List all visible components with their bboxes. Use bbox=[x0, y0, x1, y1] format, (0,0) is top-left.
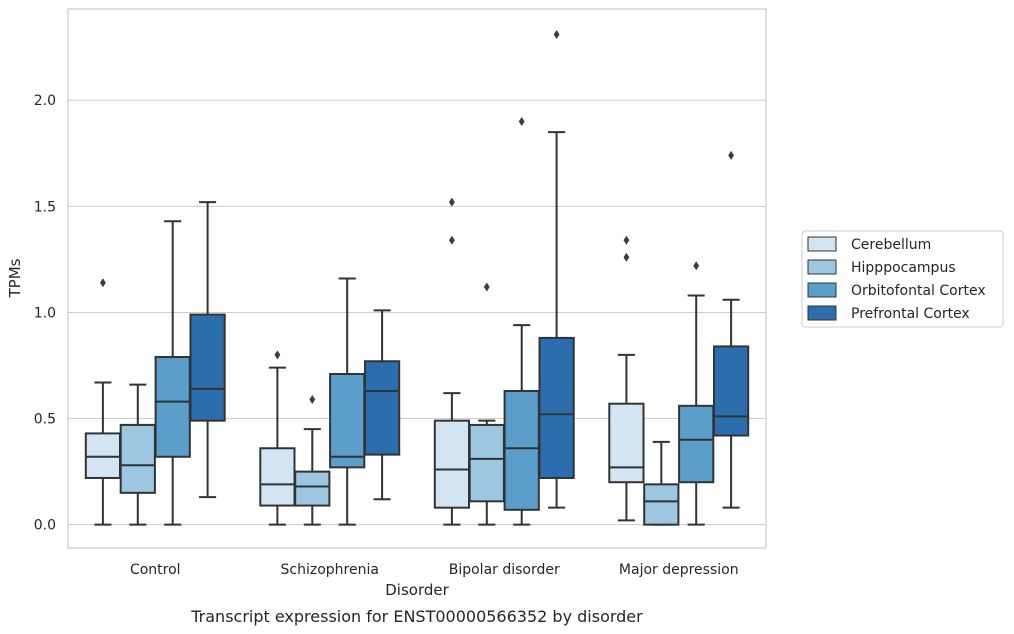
x-tick-label: Schizophrenia bbox=[281, 562, 379, 578]
box-iqr bbox=[503, 389, 540, 511]
x-tick-label: Major depression bbox=[619, 562, 739, 578]
outlier-point bbox=[99, 278, 106, 288]
box-hipppocampus-major-depression bbox=[643, 440, 680, 526]
box-groups bbox=[84, 29, 750, 526]
box-orbitofontal-cortex-bipolar-disorder bbox=[503, 116, 540, 526]
box-iqr bbox=[84, 432, 122, 479]
box-orbitofontal-cortex-schizophrenia bbox=[329, 277, 366, 526]
box-orbitofontal-cortex-major-depression bbox=[678, 261, 715, 526]
outlier-point bbox=[623, 252, 630, 262]
legend-swatch bbox=[807, 259, 837, 275]
box-iqr bbox=[433, 419, 471, 509]
box-cerebellum-bipolar-disorder bbox=[433, 197, 471, 526]
box-iqr bbox=[678, 404, 715, 484]
y-tick-labels: 0.0 0.5 1.0 1.5 2.0 bbox=[34, 93, 56, 533]
box-orbitofontal-cortex-control bbox=[154, 220, 191, 526]
outlier-point bbox=[553, 29, 560, 39]
legend-entry: Hipppocampus bbox=[851, 260, 956, 276]
box-iqr bbox=[468, 423, 505, 503]
box-cerebellum-schizophrenia bbox=[259, 350, 296, 526]
x-tick-labels: Control Schizophrenia Bipolar disorder Majo… bbox=[130, 562, 739, 578]
box-hipppocampus-bipolar-disorder bbox=[468, 282, 505, 526]
plot-frame bbox=[67, 8, 767, 549]
legend: Cerebellum Hipppocampus Orbitofontal Corte… bbox=[801, 230, 1004, 328]
box-cerebellum-control bbox=[84, 278, 122, 526]
legend-entry: Prefrontal Cortex bbox=[851, 306, 970, 322]
box-iqr bbox=[643, 483, 680, 526]
box-prefrontal-cortex-control bbox=[189, 201, 226, 499]
box-iqr bbox=[294, 470, 331, 507]
outlier-point bbox=[518, 116, 525, 126]
outlier-point bbox=[728, 150, 735, 160]
outlier-point bbox=[309, 394, 316, 404]
x-tick-label: Control bbox=[130, 562, 181, 578]
outlier-point bbox=[448, 235, 455, 245]
legend-swatch bbox=[807, 305, 837, 321]
box-hipppocampus-control bbox=[119, 383, 156, 526]
outlier-point bbox=[448, 197, 455, 207]
box-iqr bbox=[608, 402, 645, 484]
chart-caption: Transcript expression for ENST0000056635… bbox=[190, 607, 643, 626]
box-prefrontal-cortex-schizophrenia bbox=[363, 309, 401, 501]
legend-swatch bbox=[807, 282, 837, 298]
x-axis-label: Disorder bbox=[385, 581, 449, 599]
legend-swatch bbox=[807, 236, 837, 252]
box-hipppocampus-schizophrenia bbox=[294, 394, 331, 526]
box-cerebellum-major-depression bbox=[608, 235, 645, 522]
box-iqr bbox=[154, 356, 191, 458]
outlier-point bbox=[693, 261, 700, 271]
outlier-point bbox=[623, 235, 630, 245]
y-tick-label: 0.0 bbox=[34, 518, 56, 534]
legend-entry: Cerebellum bbox=[851, 237, 931, 253]
box-iqr bbox=[712, 345, 750, 437]
box-iqr bbox=[119, 423, 156, 494]
plot-area bbox=[68, 9, 766, 548]
box-iqr bbox=[329, 372, 366, 469]
box-iqr bbox=[538, 336, 575, 479]
legend-frame bbox=[801, 230, 1004, 328]
box-iqr bbox=[363, 360, 401, 456]
y-tick-label: 2.0 bbox=[34, 93, 56, 109]
box-iqr bbox=[189, 313, 226, 422]
legend-entry: Orbitofontal Cortex bbox=[851, 283, 986, 299]
y-axis-label: TPMs bbox=[6, 258, 24, 298]
box-prefrontal-cortex-major-depression bbox=[712, 150, 750, 509]
y-tick-label: 0.5 bbox=[34, 412, 56, 428]
outlier-point bbox=[483, 282, 490, 292]
y-tick-label: 1.5 bbox=[34, 199, 56, 215]
box-iqr bbox=[259, 447, 296, 507]
y-tick-label: 1.0 bbox=[34, 305, 56, 321]
box-prefrontal-cortex-bipolar-disorder bbox=[538, 29, 575, 509]
outlier-point bbox=[274, 350, 281, 360]
x-tick-label: Bipolar disorder bbox=[449, 562, 560, 578]
